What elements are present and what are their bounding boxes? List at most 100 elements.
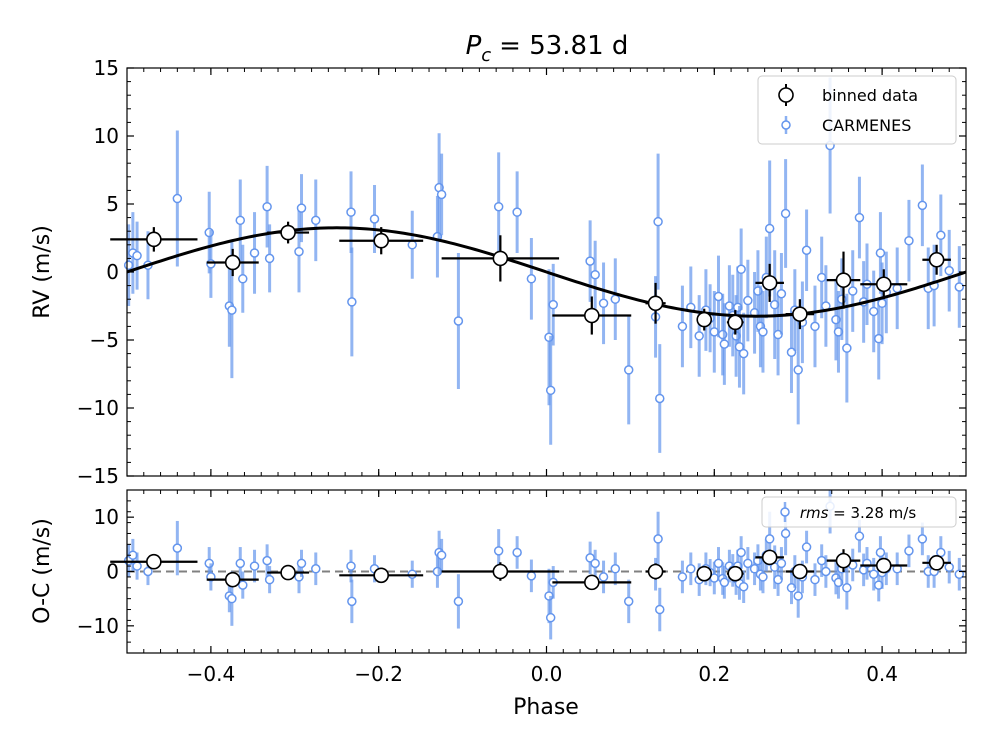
residual-panel: 100−10−0.4 −0.2 0.0 0.2 0.4 O-C (m/s) Phase … [30,489,967,720]
point-marker [936,230,946,241]
keplerian-model-curve [126,226,967,318]
point-marker [954,569,965,579]
point-marker [262,201,272,212]
point-marker [311,215,321,226]
data-point [743,259,753,342]
binned-marker [928,251,945,268]
x-tick-label: 0.2 [698,662,730,686]
point-marker [776,558,787,569]
data-point [944,229,954,312]
data-point [311,179,321,262]
y-tick-label: 10 [94,505,119,529]
point-marker [868,569,879,579]
binned-point [785,563,815,580]
data-point [294,210,304,293]
data-point [892,247,902,330]
y-tick-label: 0 [106,560,119,584]
data-point [545,335,556,445]
data-point [590,240,600,309]
point-marker [694,331,704,341]
data-point [801,530,812,564]
legend: binned data CARMENES [757,75,957,145]
point-marker [436,189,447,200]
point-marker [944,265,954,276]
data-point [686,266,696,349]
data-point [821,555,831,588]
binned-point [826,251,861,309]
binned-marker [584,574,600,591]
binned-marker [792,306,808,322]
binned-marker [280,564,296,581]
data-point [686,552,696,586]
data-point [235,547,246,580]
binned-marker [647,295,664,312]
data-point [598,262,609,345]
binned-marker [727,565,744,582]
point-marker [206,259,216,269]
point-marker [346,561,356,571]
binned-marker [928,555,945,571]
x-axis-label: Phase [513,695,579,720]
data-point [736,536,746,569]
data-point [758,291,768,373]
data-point [143,557,153,586]
data-point [653,511,663,567]
data-point [793,574,803,618]
point-marker [653,534,663,544]
binned-marker [875,276,892,293]
point-marker [264,574,275,585]
point-marker [743,295,753,306]
point-marker [719,339,730,349]
binned-point [110,553,198,570]
point-marker [235,215,246,226]
binned-point [645,563,666,580]
data-point [954,557,965,591]
data-point [736,228,746,311]
data-point [694,295,704,377]
binned-marker [373,232,390,249]
point-marker [512,207,522,217]
data-point [892,552,902,586]
binned-marker [224,571,241,588]
point-marker [837,294,847,304]
binned-point [552,574,632,591]
point-marker [172,193,183,204]
data-point [493,152,504,262]
point-marker [407,240,418,250]
data-point [793,315,803,425]
data-point [954,246,965,328]
binned-marker [146,231,162,248]
binned-point [339,567,424,584]
binned-point [860,269,908,300]
point-marker [677,321,688,332]
point-marker [854,531,865,541]
binned-point [755,549,784,566]
point-marker [736,547,746,558]
point-marker [172,543,183,553]
data-point [810,285,820,368]
data-point [944,550,954,584]
point-marker [875,547,886,558]
binned-marker [875,557,892,574]
point-marker [294,246,304,257]
point-marker [545,612,556,623]
rms-annotation: rms = 3.28 m/s [761,496,957,528]
data-point [346,171,356,253]
point-marker [610,564,621,574]
point-marker [453,316,464,326]
point-marker [585,256,595,266]
data-point [585,220,595,302]
point-marker [917,534,928,544]
data-point [436,153,447,236]
data-point [453,252,464,389]
point-marker [780,528,791,539]
binned-marker [584,307,600,324]
data-point [776,252,787,335]
data-point [598,560,609,594]
point-marker [655,604,665,615]
point-marker [623,365,634,375]
binned-marker [647,563,664,580]
point-marker [793,591,803,601]
point-marker [810,321,820,332]
point-marker [821,566,831,577]
